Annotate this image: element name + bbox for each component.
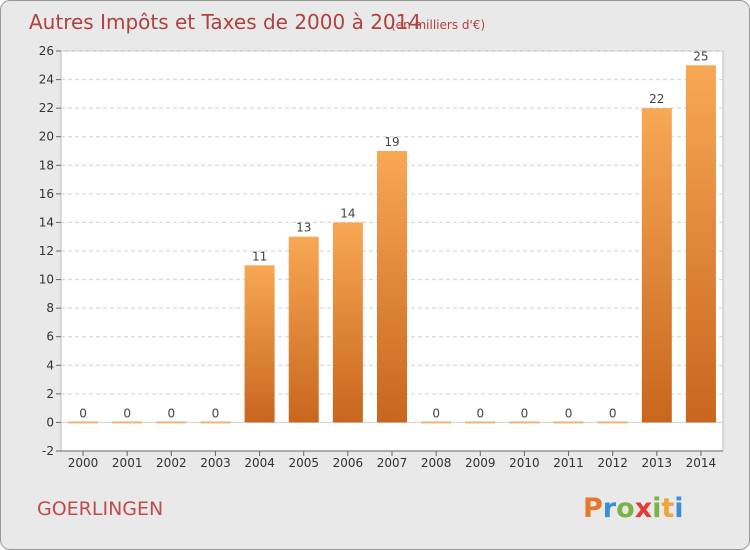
x-tick-label-2014: 2014 xyxy=(686,456,717,470)
logo-letter: o xyxy=(616,493,635,524)
bar-2014 xyxy=(685,65,716,423)
y-tick-label: -2 xyxy=(42,444,54,458)
logo-letter: i xyxy=(674,493,683,524)
bar-2006 xyxy=(332,222,363,423)
x-tick-label-2002: 2002 xyxy=(156,456,187,470)
x-tick-label-2013: 2013 xyxy=(642,456,673,470)
y-tick-label: 16 xyxy=(39,187,54,201)
x-tick-label-2010: 2010 xyxy=(509,456,540,470)
x-tick-label-2005: 2005 xyxy=(288,456,319,470)
bar-2005 xyxy=(288,236,319,423)
data-label-2004: 11 xyxy=(252,249,267,263)
logo-letter: x xyxy=(635,493,652,524)
bar-2013 xyxy=(641,108,672,423)
y-tick-label: 18 xyxy=(39,158,54,172)
x-tick-label-2009: 2009 xyxy=(465,456,496,470)
data-label-2009: 0 xyxy=(476,406,484,420)
y-tick-label: 12 xyxy=(39,244,54,258)
data-label-2000: 0 xyxy=(79,406,87,420)
data-label-2014: 25 xyxy=(693,49,708,63)
data-label-2013: 22 xyxy=(649,92,664,106)
data-label-2010: 0 xyxy=(521,406,529,420)
x-tick-label-2007: 2007 xyxy=(377,456,408,470)
data-label-2008: 0 xyxy=(432,406,440,420)
x-tick-label-2000: 2000 xyxy=(68,456,99,470)
data-label-2006: 14 xyxy=(340,206,355,220)
x-tick-label-2004: 2004 xyxy=(244,456,275,470)
data-label-layer: 0 0 0 0 11 13 14 19 0 0 0 0 0 22 25 xyxy=(79,49,708,420)
data-label-2012: 0 xyxy=(609,406,617,420)
y-tick-label: 8 xyxy=(46,301,54,315)
bar-2011 xyxy=(553,421,584,424)
y-tick-label: 26 xyxy=(39,44,54,58)
y-tick-label: 14 xyxy=(39,215,54,229)
y-tick-label: 24 xyxy=(39,73,54,87)
bar-2010 xyxy=(509,421,540,424)
y-tick-label: 6 xyxy=(46,330,54,344)
data-label-2007: 19 xyxy=(384,135,399,149)
x-tick-label-2012: 2012 xyxy=(597,456,628,470)
bar-2000 xyxy=(68,421,99,424)
y-tick-label: 10 xyxy=(39,273,54,287)
data-label-2011: 0 xyxy=(565,406,573,420)
x-tick-label-2011: 2011 xyxy=(553,456,584,470)
commune-name: GOERLINGEN xyxy=(37,498,163,520)
proxiti-logo: Proxiti xyxy=(583,493,684,524)
data-label-2005: 13 xyxy=(296,221,311,235)
data-label-2001: 0 xyxy=(123,406,131,420)
data-label-2002: 0 xyxy=(168,406,176,420)
x-tick-label-2001: 2001 xyxy=(112,456,143,470)
chart-title: Autres Impôts et Taxes de 2000 à 2014 xyxy=(29,10,421,34)
y-tick-label: 2 xyxy=(46,387,54,401)
logo-letter: P xyxy=(583,493,603,524)
data-label-2003: 0 xyxy=(212,406,220,420)
bar-2009 xyxy=(465,421,496,424)
y-tick-label: 4 xyxy=(46,358,54,372)
bar-2003 xyxy=(200,421,231,424)
bar-2004 xyxy=(244,265,275,423)
y-tick-label: 22 xyxy=(39,101,54,115)
x-tick-label-2003: 2003 xyxy=(200,456,231,470)
y-tick-label: 0 xyxy=(46,415,54,429)
x-axis: 2000 2001 2002 2003 2004 2005 2006 2007 2008 2009… xyxy=(61,450,723,470)
x-tick-label-2006: 2006 xyxy=(333,456,364,470)
logo-letter: i xyxy=(652,493,661,524)
bar-layer xyxy=(68,65,716,424)
bar-2001 xyxy=(112,421,143,424)
bar-2007 xyxy=(377,151,407,423)
bar-2008 xyxy=(421,421,452,424)
bar-2002 xyxy=(156,421,187,424)
y-tick-label: 20 xyxy=(39,130,54,144)
chart-subtitle: (en milliers d'€) xyxy=(391,18,485,32)
logo-letter: t xyxy=(661,493,674,524)
logo-letter: r xyxy=(603,493,617,524)
x-tick-label-2008: 2008 xyxy=(421,456,452,470)
bar-2012 xyxy=(597,421,628,424)
